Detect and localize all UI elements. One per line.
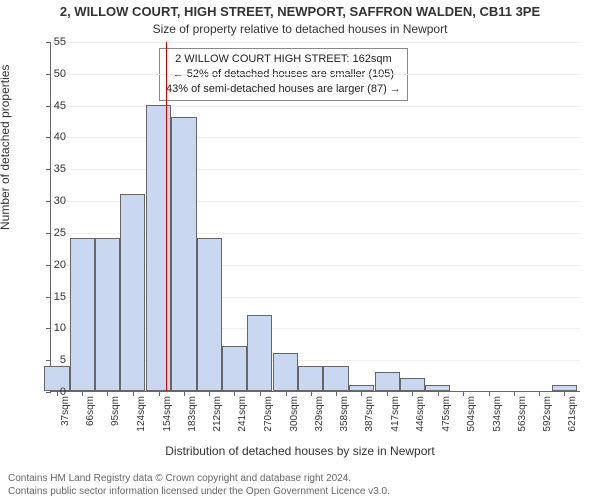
x-tick-mark [260,391,261,396]
histogram-bar [298,366,323,391]
chart-title-line1: 2, WILLOW COURT, HIGH STREET, NEWPORT, S… [0,4,600,19]
chart-plot-area: 2 WILLOW COURT HIGH STREET: 162sqm ← 52%… [50,42,580,392]
histogram-bar [222,346,247,391]
x-tick-label: 124sqm [136,396,147,446]
y-tick-label: 45 [36,100,66,112]
x-tick-label: 270sqm [263,396,274,446]
x-tick-mark [286,391,287,396]
x-tick-label: 621sqm [567,396,578,446]
y-tick-label: 30 [36,195,66,207]
x-tick-label: 358sqm [339,396,350,446]
footer-line-2: Contains public sector information licen… [8,485,592,498]
reference-marker-line [166,42,167,391]
histogram-bar [120,194,145,391]
x-tick-mark [387,391,388,396]
x-tick-label: 37sqm [60,396,71,446]
x-tick-mark [82,391,83,396]
x-tick-mark [184,391,185,396]
chart-title-line2: Size of property relative to detached ho… [0,22,600,36]
x-tick-mark [412,391,413,396]
grid-line [51,106,580,107]
x-tick-mark [133,391,134,396]
x-tick-label: 534sqm [492,396,503,446]
histogram-bar [273,353,298,391]
y-tick-label: 25 [36,227,66,239]
x-tick-label: 563sqm [517,396,528,446]
legend-line-1: 2 WILLOW COURT HIGH STREET: 162sqm [166,52,401,67]
grid-line [51,74,580,75]
x-tick-label: 475sqm [441,396,452,446]
x-tick-mark [209,391,210,396]
y-axis-label: Number of detached properties [0,65,12,230]
x-tick-mark [463,391,464,396]
x-axis-label: Distribution of detached houses by size … [0,444,600,458]
x-tick-mark [311,391,312,396]
footer-line-1: Contains HM Land Registry data © Crown c… [8,472,592,485]
x-tick-label: 329sqm [314,396,325,446]
histogram-bar [95,238,120,391]
x-tick-mark [564,391,565,396]
x-tick-label: 446sqm [415,396,426,446]
y-tick-label: 50 [36,68,66,80]
x-tick-mark [539,391,540,396]
y-tick-label: 0 [36,386,66,398]
y-tick-label: 40 [36,131,66,143]
x-tick-label: 154sqm [162,396,173,446]
histogram-bar [375,372,400,391]
histogram-bar [171,117,196,391]
x-tick-label: 66sqm [85,396,96,446]
x-tick-label: 300sqm [289,396,300,446]
x-tick-label: 387sqm [364,396,375,446]
grid-line [51,42,580,43]
y-tick-label: 35 [36,163,66,175]
histogram-bar [197,238,222,391]
grid-line [51,137,580,138]
x-tick-mark [336,391,337,396]
histogram-bar [247,315,272,391]
x-tick-mark [514,391,515,396]
x-tick-mark [438,391,439,396]
y-tick-label: 20 [36,259,66,271]
chart-footer: Contains HM Land Registry data © Crown c… [8,472,592,498]
y-tick-label: 55 [36,36,66,48]
x-tick-label: 417sqm [390,396,401,446]
x-tick-label: 183sqm [187,396,198,446]
x-tick-mark [489,391,490,396]
y-tick-label: 15 [36,291,66,303]
legend-line-3: 43% of semi-detached houses are larger (… [166,82,401,97]
x-tick-mark [107,391,108,396]
y-tick-label: 5 [36,354,66,366]
histogram-bar [146,105,171,391]
x-tick-mark [361,391,362,396]
x-tick-mark [234,391,235,396]
histogram-bar [70,238,95,391]
histogram-bar [323,366,348,391]
y-tick-label: 10 [36,322,66,334]
x-tick-label: 241sqm [237,396,248,446]
x-tick-label: 212sqm [212,396,223,446]
grid-line [51,169,580,170]
x-tick-label: 504sqm [466,396,477,446]
x-tick-mark [159,391,160,396]
x-tick-label: 95sqm [110,396,121,446]
histogram-bar [400,378,425,391]
x-tick-label: 592sqm [542,396,553,446]
